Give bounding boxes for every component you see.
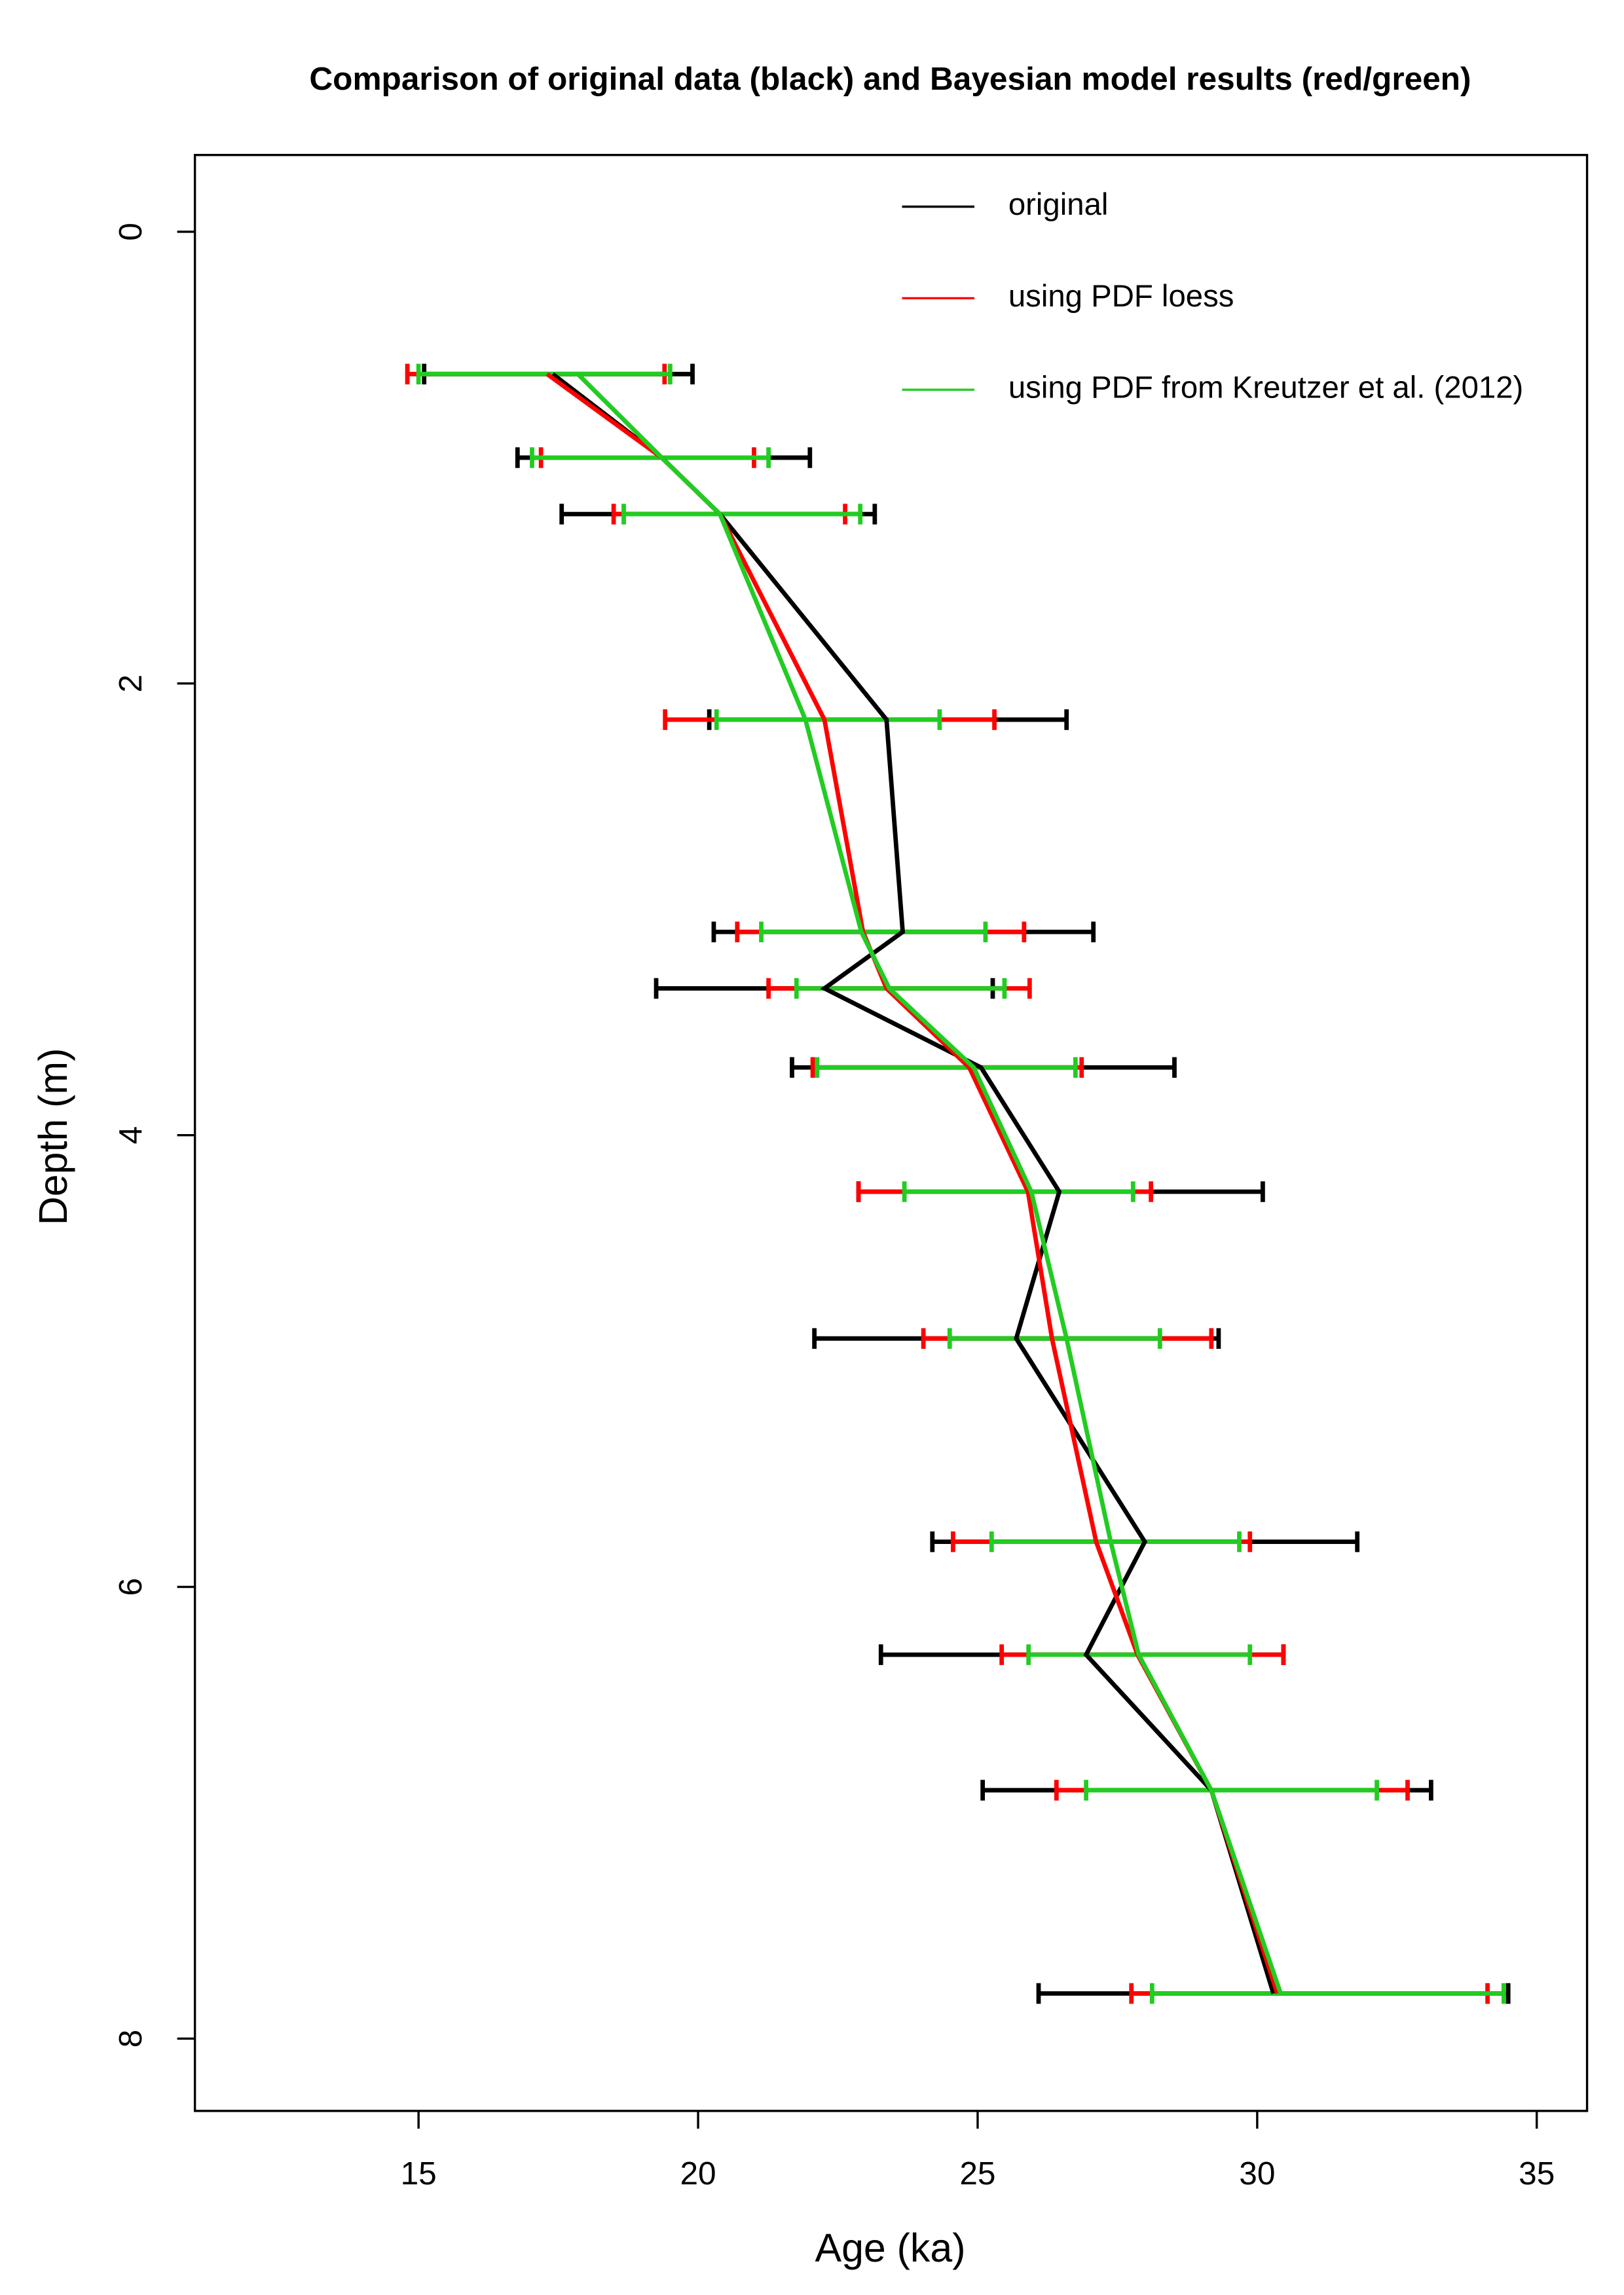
y-tick-label: 0 [112,223,149,241]
x-tick-label: 20 [680,2155,716,2192]
series-line [545,372,1280,1994]
legend-label: using PDF loess [1008,279,1234,314]
x-tick-label: 30 [1239,2155,1275,2192]
chart-title: Comparison of original data (black) and … [309,60,1471,97]
x-tick-label: 25 [959,2155,995,2192]
y-axis-title: Depth (m) [31,1048,75,1226]
plot-frame [193,154,1589,2112]
series-line [551,372,1276,1994]
x-tick-label: 15 [401,2155,437,2192]
legend-label: using PDF from Kreutzer et al. (2012) [1008,371,1523,405]
y-tick-label: 6 [112,1578,149,1596]
y-tick-label: 2 [112,674,149,693]
x-tick-label: 35 [1519,2155,1555,2192]
x-axis-title: Age (ka) [815,2226,965,2270]
y-tick-label: 4 [112,1126,149,1145]
y-tick-label: 8 [112,2030,149,2048]
legend-label: original [1008,187,1109,222]
series-line [576,372,1283,1994]
